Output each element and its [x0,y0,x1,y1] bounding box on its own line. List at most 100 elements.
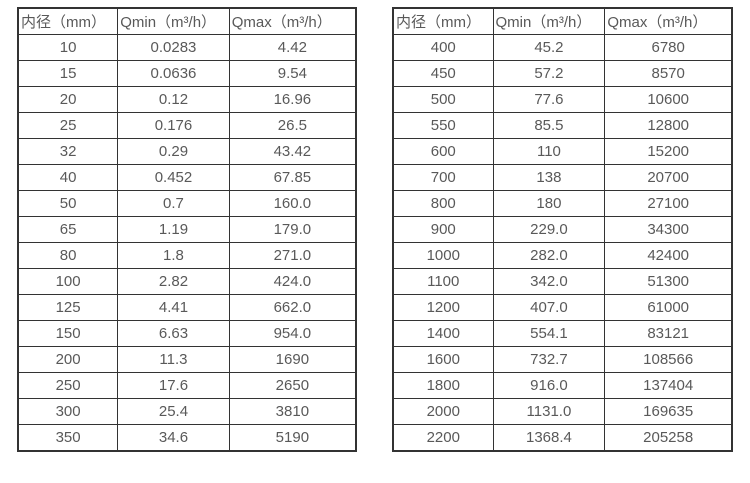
table-cell: 300 [17,398,119,425]
table-row: 200 11.3 1690 [17,346,357,373]
table-cell: 407.0 [492,294,606,321]
table-cell: 800 [392,190,494,217]
table-row: 40 0.452 67.85 [17,164,357,191]
table-cell: 51300 [604,268,733,295]
table-body: 10 0.0283 4.42 15 0.0636 9.54 20 0.12 16.96 25 0.1… [17,34,357,452]
table-row: 450 57.2 8570 [392,60,733,87]
table-cell: 125 [17,294,119,321]
table-row: 10 0.0283 4.42 [17,34,357,61]
table-row: 65 1.19 179.0 [17,216,357,243]
table-cell: 11.3 [117,346,230,373]
table-cell: 342.0 [492,268,606,295]
table-cell: 40 [17,164,119,191]
table-header: 内径（mm） Qmin（m³/h） Qmax（m³/h） [17,7,357,35]
table-cell: 67.85 [228,164,357,191]
table-body: 400 45.2 6780 450 57.2 8570 500 77.6 10600 550 85.… [392,34,733,452]
table-cell: 0.452 [117,164,230,191]
table-cell: 137404 [604,372,733,399]
table-cell: 205258 [604,424,733,452]
table-cell: 12800 [604,112,733,139]
table-cell: 26.5 [228,112,357,139]
table-cell: 271.0 [228,242,357,269]
table-cell: 0.7 [117,190,230,217]
table-cell: 2000 [392,398,494,425]
table-row: 1400 554.1 83121 [392,320,733,347]
table-row: 1100 342.0 51300 [392,268,733,295]
table-cell: 1690 [228,346,357,373]
table-cell: 1600 [392,346,494,373]
table-cell: 85.5 [492,112,606,139]
flow-range-table-small-diameters: 内径（mm） Qmin（m³/h） Qmax（m³/h） 10 0.0283 4.42 1… [17,7,357,452]
table-cell: 550 [392,112,494,139]
table-cell: 2650 [228,372,357,399]
table-cell: 10600 [604,86,733,113]
table-row: 2200 1368.4 205258 [392,424,733,452]
table-cell: 110 [492,138,606,165]
table-row: 1200 407.0 61000 [392,294,733,321]
table-cell: 25.4 [117,398,230,425]
table-cell: 1400 [392,320,494,347]
table-cell: 9.54 [228,60,357,87]
table-cell: 6.63 [117,320,230,347]
table-cell: 34300 [604,216,733,243]
table-row: 125 4.41 662.0 [17,294,357,321]
table-cell: 424.0 [228,268,357,295]
table-cell: 1200 [392,294,494,321]
table-row: 150 6.63 954.0 [17,320,357,347]
table-cell: 600 [392,138,494,165]
table-row: 2000 1131.0 169635 [392,398,733,425]
table-cell: 15 [17,60,119,87]
table-cell: 25 [17,112,119,139]
table-cell: 700 [392,164,494,191]
table-row: 1000 282.0 42400 [392,242,733,269]
table-cell: 3810 [228,398,357,425]
table-cell: 450 [392,60,494,87]
column-header: 内径（mm） [392,7,494,35]
table-cell: 1131.0 [492,398,606,425]
table-cell: 61000 [604,294,733,321]
table-cell: 282.0 [492,242,606,269]
table-cell: 1100 [392,268,494,295]
table-cell: 6780 [604,34,733,61]
table-cell: 179.0 [228,216,357,243]
table-header: 内径（mm） Qmin（m³/h） Qmax（m³/h） [392,7,733,35]
table-cell: 8570 [604,60,733,87]
table-row: 1600 732.7 108566 [392,346,733,373]
table-row: 250 17.6 2650 [17,372,357,399]
table-cell: 900 [392,216,494,243]
table-row: 300 25.4 3810 [17,398,357,425]
table-cell: 229.0 [492,216,606,243]
table-cell: 17.6 [117,372,230,399]
table-cell: 43.42 [228,138,357,165]
table-row: 20 0.12 16.96 [17,86,357,113]
table-cell: 108566 [604,346,733,373]
table-cell: 4.42 [228,34,357,61]
table-cell: 32 [17,138,119,165]
table-cell: 5190 [228,424,357,452]
table-cell: 1368.4 [492,424,606,452]
table-cell: 0.12 [117,86,230,113]
table-cell: 15200 [604,138,733,165]
header-row: 内径（mm） Qmin（m³/h） Qmax（m³/h） [17,7,357,35]
table-cell: 10 [17,34,119,61]
table-cell: 2200 [392,424,494,452]
table-row: 100 2.82 424.0 [17,268,357,295]
table-cell: 27100 [604,190,733,217]
table-cell: 916.0 [492,372,606,399]
table-row: 500 77.6 10600 [392,86,733,113]
table-cell: 400 [392,34,494,61]
table-row: 80 1.8 271.0 [17,242,357,269]
flow-range-table-large-diameters: 内径（mm） Qmin（m³/h） Qmax（m³/h） 400 45.2 6780 45… [392,7,733,452]
table-cell: 500 [392,86,494,113]
column-header: Qmin（m³/h） [117,7,230,35]
table-cell: 42400 [604,242,733,269]
table-cell: 180 [492,190,606,217]
table-cell: 150 [17,320,119,347]
table-row: 50 0.7 160.0 [17,190,357,217]
table-row: 600 110 15200 [392,138,733,165]
table-cell: 0.0636 [117,60,230,87]
table-cell: 0.176 [117,112,230,139]
column-header: Qmin（m³/h） [492,7,606,35]
table-cell: 77.6 [492,86,606,113]
